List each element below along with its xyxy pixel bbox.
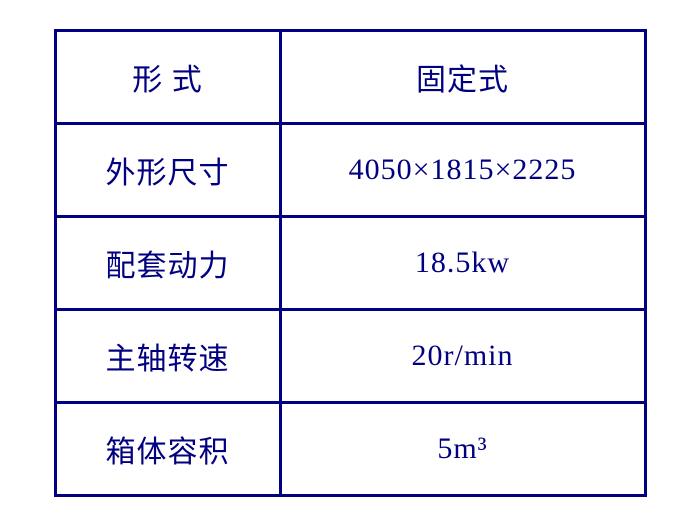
row-value: 20r/min bbox=[280, 309, 645, 402]
row-value: 固定式 bbox=[280, 30, 645, 123]
row-label: 形 式 bbox=[55, 30, 280, 123]
table-body: 形 式 固定式 外形尺寸 4050×1815×2225 配套动力 18.5kw … bbox=[55, 30, 645, 495]
spec-table: 形 式 固定式 外形尺寸 4050×1815×2225 配套动力 18.5kw … bbox=[54, 29, 647, 497]
row-label: 配套动力 bbox=[55, 216, 280, 309]
table-row: 外形尺寸 4050×1815×2225 bbox=[55, 123, 645, 216]
table-row: 配套动力 18.5kw bbox=[55, 216, 645, 309]
row-value: 4050×1815×2225 bbox=[280, 123, 645, 216]
row-label: 外形尺寸 bbox=[55, 123, 280, 216]
row-label: 主轴转速 bbox=[55, 309, 280, 402]
table-row: 主轴转速 20r/min bbox=[55, 309, 645, 402]
table-row: 形 式 固定式 bbox=[55, 30, 645, 123]
row-value: 5m³ bbox=[280, 402, 645, 495]
table-row: 箱体容积 5m³ bbox=[55, 402, 645, 495]
row-value: 18.5kw bbox=[280, 216, 645, 309]
row-label: 箱体容积 bbox=[55, 402, 280, 495]
